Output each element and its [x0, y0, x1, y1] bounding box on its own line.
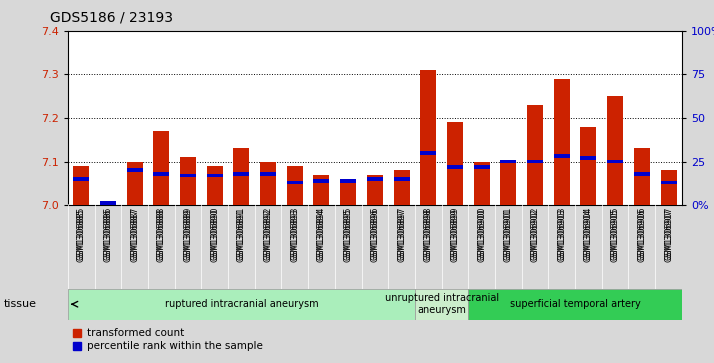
Text: ruptured intracranial aneurysm: ruptured intracranial aneurysm [164, 299, 318, 309]
Text: GSM1306906: GSM1306906 [638, 209, 646, 262]
Bar [527, 160, 543, 163]
Bar [313, 175, 329, 205]
Bar [580, 156, 596, 160]
Bar [634, 148, 650, 205]
Bar [260, 172, 276, 176]
Bar [126, 162, 143, 205]
Bar [206, 174, 223, 178]
Text: GSM1306889: GSM1306889 [183, 209, 193, 262]
Text: GSM1306893: GSM1306893 [291, 209, 299, 262]
Text: GSM1306894: GSM1306894 [317, 209, 326, 262]
Text: GSM1306907: GSM1306907 [664, 209, 673, 262]
Text: tissue: tissue [4, 299, 36, 309]
Bar [367, 175, 383, 205]
Bar [287, 180, 303, 184]
Bar [287, 166, 303, 205]
Bar [393, 170, 410, 205]
Text: GSM1306905: GSM1306905 [610, 209, 620, 262]
Bar [73, 166, 89, 205]
Text: GSM1306885: GSM1306885 [76, 209, 86, 262]
Bar [634, 172, 650, 176]
Text: GSM1306897: GSM1306897 [397, 209, 406, 262]
Bar [260, 162, 276, 205]
Text: GSM1306891: GSM1306891 [237, 209, 246, 262]
Bar [473, 165, 490, 169]
Bar [580, 127, 596, 205]
Bar [660, 170, 677, 205]
Bar [393, 177, 410, 181]
Bar [340, 179, 356, 205]
Text: GSM1306902: GSM1306902 [531, 209, 540, 262]
Bar [206, 166, 223, 205]
Bar [73, 177, 89, 181]
Bar [367, 177, 383, 181]
Bar [607, 96, 623, 205]
Text: GSM1306888: GSM1306888 [157, 209, 166, 262]
Text: GSM1306887: GSM1306887 [130, 209, 139, 262]
Text: GDS5186 / 23193: GDS5186 / 23193 [50, 11, 173, 25]
Text: GSM1306892: GSM1306892 [263, 209, 273, 262]
Bar [447, 165, 463, 169]
Legend: transformed count, percentile rank within the sample: transformed count, percentile rank withi… [73, 328, 263, 351]
Bar [501, 162, 516, 205]
Text: GSM1306904: GSM1306904 [584, 209, 593, 262]
Text: GSM1306901: GSM1306901 [504, 209, 513, 262]
Text: unruptured intracranial
aneurysm: unruptured intracranial aneurysm [385, 293, 498, 315]
Text: GSM1306895: GSM1306895 [343, 209, 353, 262]
Bar [126, 168, 143, 172]
Bar [660, 180, 677, 184]
Text: GSM1306903: GSM1306903 [557, 209, 566, 262]
Bar [233, 148, 249, 205]
Bar [340, 179, 356, 183]
FancyBboxPatch shape [68, 289, 415, 319]
Bar [100, 201, 116, 205]
Bar [421, 70, 436, 205]
FancyBboxPatch shape [468, 289, 682, 319]
Bar [180, 157, 196, 205]
FancyBboxPatch shape [415, 289, 468, 319]
Text: GSM1306898: GSM1306898 [423, 209, 433, 262]
Text: GSM1306896: GSM1306896 [371, 209, 379, 262]
Text: superficial temporal artery: superficial temporal artery [510, 299, 640, 309]
Bar [313, 179, 329, 183]
Bar [554, 154, 570, 158]
Text: GSM1306900: GSM1306900 [477, 209, 486, 262]
Bar [447, 122, 463, 205]
Text: GSM1306886: GSM1306886 [104, 209, 112, 262]
Bar [527, 105, 543, 205]
Bar [233, 172, 249, 176]
Text: GSM1306899: GSM1306899 [451, 209, 459, 262]
Bar [554, 79, 570, 205]
Bar [473, 162, 490, 205]
Bar [421, 151, 436, 155]
Bar [154, 131, 169, 205]
Text: GSM1306890: GSM1306890 [210, 209, 219, 262]
Bar [501, 160, 516, 163]
Bar [154, 172, 169, 176]
Bar [180, 174, 196, 178]
Bar [607, 160, 623, 163]
